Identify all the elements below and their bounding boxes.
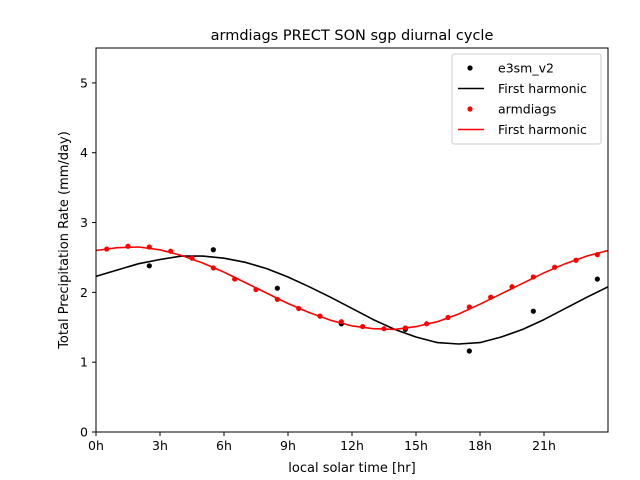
legend-label: First harmonic bbox=[498, 81, 587, 96]
data-point bbox=[125, 243, 131, 249]
data-point bbox=[146, 244, 152, 250]
y-tick-label: 2 bbox=[80, 285, 88, 300]
x-tick-label: 21h bbox=[532, 438, 556, 453]
x-axis-label: local solar time [hr] bbox=[288, 461, 415, 476]
legend-label: armdiags bbox=[498, 102, 556, 117]
legend-marker bbox=[467, 106, 473, 112]
x-tick-label: 12h bbox=[340, 438, 364, 453]
data-point bbox=[232, 276, 238, 282]
data-point bbox=[104, 246, 110, 252]
x-tick-label: 3h bbox=[152, 438, 168, 453]
y-tick-label: 0 bbox=[80, 425, 88, 440]
data-point bbox=[253, 286, 259, 293]
axes-frame bbox=[95, 47, 609, 433]
legend-label: e3sm_v2 bbox=[498, 61, 554, 76]
data-point bbox=[210, 247, 216, 253]
data-point bbox=[168, 248, 174, 254]
data-point bbox=[210, 265, 216, 271]
data-point bbox=[381, 326, 387, 332]
y-tick-label: 1 bbox=[80, 355, 88, 370]
data-point bbox=[317, 313, 323, 319]
legend-box bbox=[451, 53, 602, 145]
x-tick-label: 9h bbox=[280, 438, 296, 453]
data-point bbox=[466, 348, 472, 354]
data-point bbox=[594, 276, 600, 282]
x-tick-label: 18h bbox=[468, 438, 492, 453]
axis-ticks: 0h 3h 6h 9h 12h 15h 18h 21h 0 1 2 3 4 5 bbox=[80, 75, 556, 453]
y-tick-label: 5 bbox=[80, 75, 88, 90]
legend: e3sm_v2 First harmonic armdiags First harmo… bbox=[451, 53, 602, 145]
y-tick-label: 3 bbox=[80, 215, 88, 230]
data-point bbox=[552, 264, 558, 270]
data-point bbox=[594, 252, 600, 258]
data-point bbox=[509, 284, 515, 290]
data-point bbox=[402, 325, 408, 331]
y-tick-label: 4 bbox=[80, 145, 88, 160]
chart-title: armdiags PRECT SON sgp diurnal cycle bbox=[211, 28, 494, 44]
data-point bbox=[424, 321, 430, 327]
data-point bbox=[488, 294, 494, 300]
harmonic-line bbox=[96, 246, 608, 331]
data-point bbox=[189, 255, 195, 261]
data-point bbox=[146, 263, 152, 269]
data-point bbox=[466, 304, 472, 310]
data-point bbox=[338, 319, 344, 325]
data-point bbox=[274, 296, 280, 302]
series-group bbox=[96, 243, 608, 354]
data-point bbox=[360, 323, 366, 330]
plot-area bbox=[96, 243, 608, 354]
data-point bbox=[445, 314, 451, 321]
legend-marker bbox=[467, 65, 473, 71]
data-point bbox=[274, 285, 280, 291]
legend-label: First harmonic bbox=[498, 122, 587, 137]
y-axis-label: Total Precipitation Rate (mm/day) bbox=[57, 131, 72, 350]
data-point bbox=[530, 274, 536, 280]
x-tick-label: 6h bbox=[216, 438, 232, 453]
x-tick-label: 15h bbox=[404, 438, 428, 453]
data-point bbox=[573, 257, 579, 263]
data-point bbox=[530, 308, 536, 314]
data-point bbox=[296, 305, 302, 312]
x-tick-label: 0h bbox=[88, 438, 104, 453]
